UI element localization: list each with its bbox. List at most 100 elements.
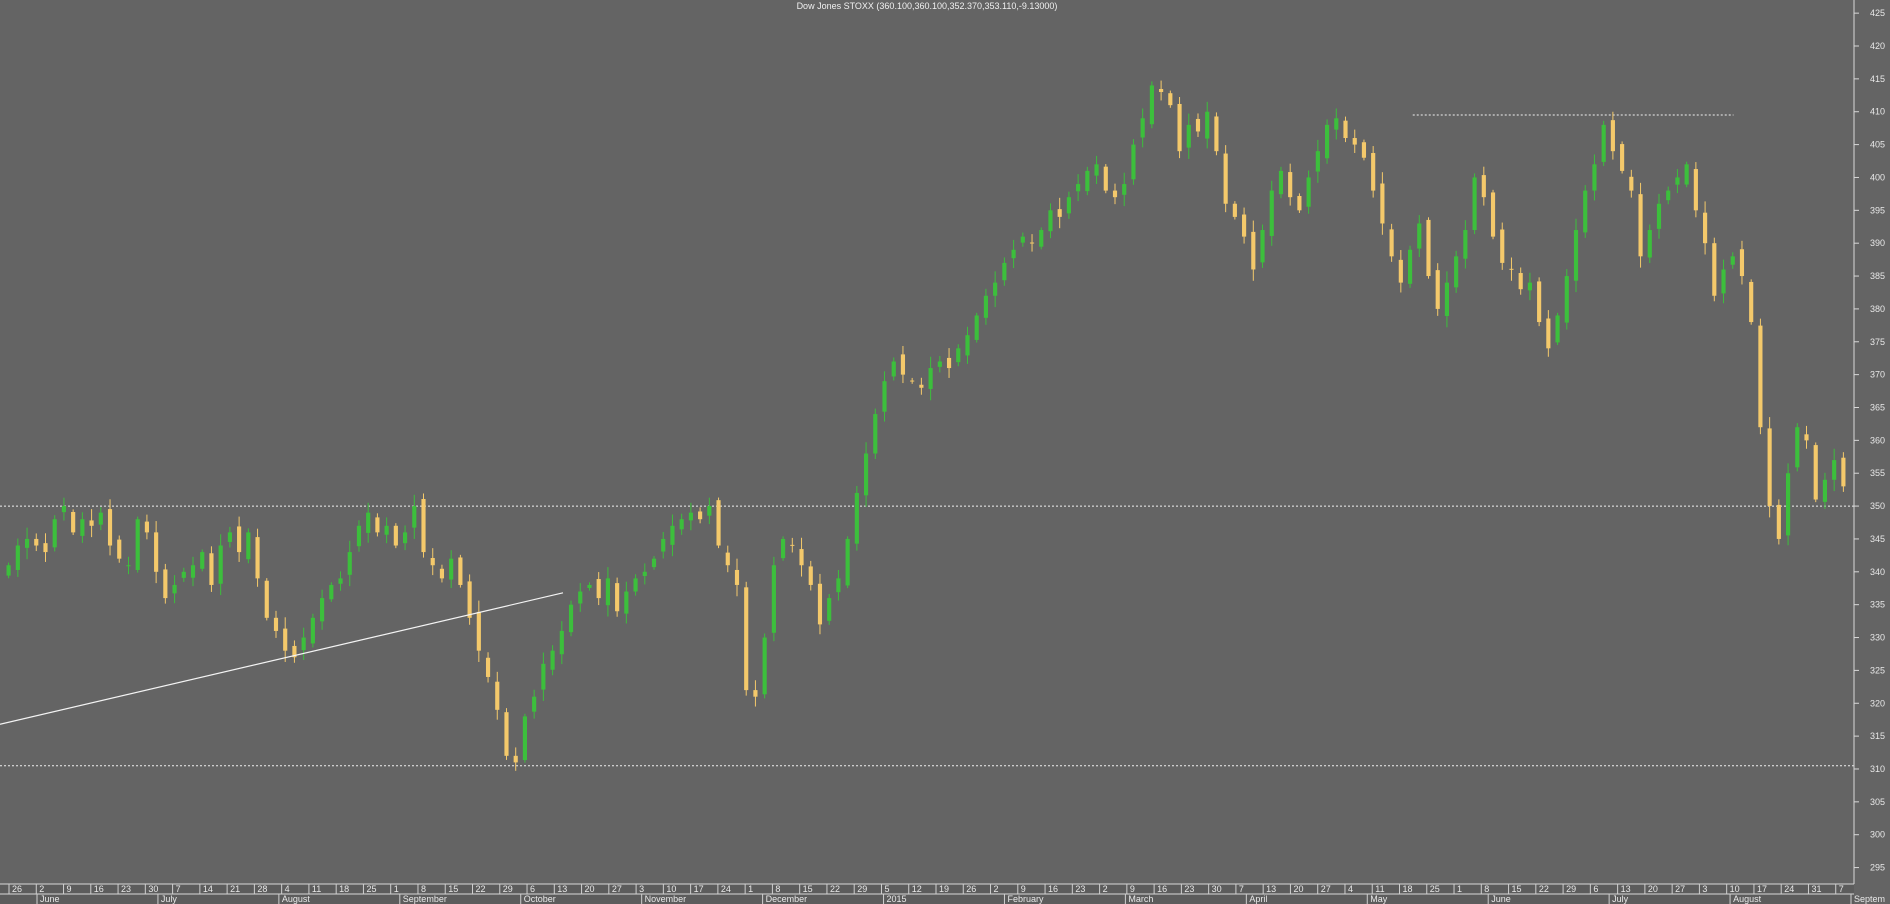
candle-body xyxy=(827,598,832,621)
reference-lines xyxy=(0,114,1854,767)
candle-body xyxy=(1011,249,1016,259)
y-tick-label: 335 xyxy=(1870,600,1885,610)
y-tick-label: 410 xyxy=(1870,107,1885,117)
candle-body xyxy=(1306,177,1311,207)
x-day-label: 27 xyxy=(612,884,622,894)
candle-body xyxy=(1417,223,1422,249)
x-day-label: 25 xyxy=(1430,884,1440,894)
candle-body xyxy=(605,578,610,606)
y-tick-label: 330 xyxy=(1870,633,1885,643)
candle-body xyxy=(937,361,942,367)
x-day-label: 23 xyxy=(1184,884,1194,894)
candle-body xyxy=(1620,144,1625,171)
candle-body xyxy=(384,525,389,535)
x-day-label: 20 xyxy=(1648,884,1658,894)
candle-body xyxy=(1481,175,1486,198)
candle-body xyxy=(172,584,177,594)
candle-body xyxy=(458,557,463,585)
x-month-label: July xyxy=(161,894,178,904)
x-day-label: 31 xyxy=(1811,884,1821,894)
candle-body xyxy=(1703,212,1708,244)
candle-body xyxy=(1758,325,1763,428)
candle-body xyxy=(144,521,149,533)
candle-body xyxy=(1131,144,1136,180)
candle-body xyxy=(34,538,39,546)
candle-body xyxy=(1361,142,1367,158)
x-axis: 26 2 9 16 23 30 7 14 21 28 4 11 18 25 1 8 15 22 29 6 13 20 27 3… xyxy=(8,884,1885,904)
candle-body xyxy=(1389,229,1394,257)
x-day-label: 18 xyxy=(339,884,349,894)
x-day-label: 29 xyxy=(1566,884,1576,894)
x-day-label: 16 xyxy=(94,884,104,894)
candle-body xyxy=(1795,427,1800,468)
candle-body xyxy=(642,571,647,577)
candle-body xyxy=(200,552,205,569)
candle-body xyxy=(329,584,334,600)
x-day-label: 30 xyxy=(1212,884,1222,894)
x-month-label: April xyxy=(1249,894,1267,904)
candle-body xyxy=(1749,281,1754,323)
trendline-group xyxy=(0,592,564,725)
x-day-label: 8 xyxy=(1484,884,1489,894)
candle-body xyxy=(1159,88,1164,93)
x-month-label: May xyxy=(1370,894,1388,904)
x-day-label: 12 xyxy=(912,884,922,894)
candle-body xyxy=(596,579,601,599)
x-day-label: 23 xyxy=(1075,884,1085,894)
candle-body xyxy=(1002,262,1007,281)
x-month-label: March xyxy=(1128,894,1153,904)
y-tick-label: 350 xyxy=(1870,501,1885,511)
candle-body xyxy=(1398,259,1403,283)
candle-body xyxy=(1739,249,1745,277)
candle-body xyxy=(1066,197,1071,214)
candle-body xyxy=(1767,428,1772,507)
x-day-label: 9 xyxy=(67,884,72,894)
candle-body xyxy=(495,681,500,710)
x-day-label: 17 xyxy=(1757,884,1767,894)
candle-body xyxy=(587,584,592,588)
candle-body xyxy=(98,512,103,525)
candle-body xyxy=(1684,164,1689,185)
candle-body xyxy=(393,525,398,546)
x-day-label: 1 xyxy=(748,884,753,894)
y-tick-label: 385 xyxy=(1870,271,1885,281)
y-tick-label: 370 xyxy=(1870,370,1885,380)
candle-body xyxy=(1573,230,1579,281)
candle-body xyxy=(1712,243,1717,296)
candle-body xyxy=(1785,473,1791,536)
y-tick-label: 305 xyxy=(1870,797,1885,807)
candle-body xyxy=(799,549,804,566)
candle-body xyxy=(1177,103,1182,152)
y-tick-label: 405 xyxy=(1870,140,1885,150)
candle-body xyxy=(698,511,703,520)
candle-body xyxy=(1020,236,1025,243)
candle-body xyxy=(578,591,583,604)
candle-body xyxy=(1813,445,1818,500)
y-tick-label: 380 xyxy=(1870,304,1885,314)
x-day-label: 6 xyxy=(1593,884,1598,894)
x-day-label: 25 xyxy=(366,884,376,894)
x-day-label: 7 xyxy=(176,884,181,894)
candle-body xyxy=(1168,93,1173,106)
candle-body xyxy=(1490,192,1496,237)
candle-body xyxy=(430,558,435,566)
candle-body xyxy=(485,657,491,677)
candle-body xyxy=(1463,230,1468,259)
candle-body xyxy=(522,716,528,761)
candle-body xyxy=(347,552,352,575)
x-day-label: 8 xyxy=(421,884,426,894)
candle-body xyxy=(154,532,159,572)
candle-body xyxy=(1076,184,1081,192)
x-day-label: 1 xyxy=(1457,884,1462,894)
candle-body xyxy=(264,580,269,618)
candle-body xyxy=(928,368,933,389)
candle-body xyxy=(338,578,343,584)
candle-body xyxy=(633,578,638,592)
candle-body xyxy=(1592,164,1597,191)
candle-body xyxy=(1444,282,1450,317)
candle-body xyxy=(1371,153,1376,191)
candle-body xyxy=(845,538,850,586)
candle-body xyxy=(541,663,546,690)
candle-body xyxy=(1269,190,1274,236)
candle-body xyxy=(1666,190,1671,201)
